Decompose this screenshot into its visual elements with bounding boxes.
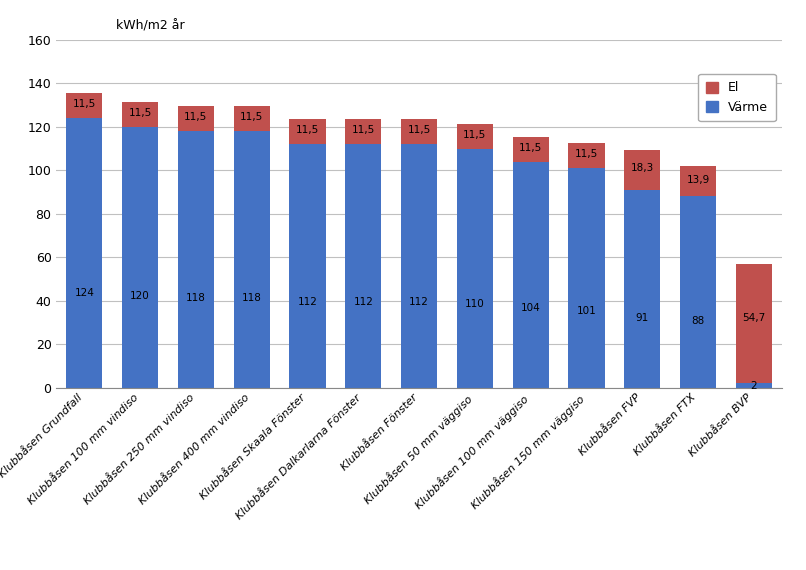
Text: 18,3: 18,3	[631, 163, 654, 173]
Bar	[122, 102, 158, 127]
Text: 11,5: 11,5	[240, 112, 264, 123]
Text: 124: 124	[74, 288, 94, 298]
Text: 118: 118	[242, 293, 262, 303]
Bar	[568, 143, 604, 168]
Bar	[680, 196, 717, 388]
Bar	[234, 106, 270, 131]
Bar	[66, 93, 102, 118]
Bar	[289, 119, 326, 144]
Text: 11,5: 11,5	[519, 143, 542, 153]
Text: 112: 112	[297, 298, 318, 307]
Text: 112: 112	[353, 298, 373, 307]
Text: 2: 2	[750, 381, 757, 391]
Bar	[568, 168, 604, 388]
Bar	[513, 162, 549, 388]
Text: 13,9: 13,9	[687, 175, 710, 185]
Bar	[345, 144, 381, 388]
Text: 11,5: 11,5	[575, 149, 598, 160]
Bar	[736, 264, 772, 383]
Bar	[401, 144, 438, 388]
Text: kWh/m2 år: kWh/m2 år	[116, 20, 185, 33]
Text: 54,7: 54,7	[742, 313, 766, 323]
Bar	[457, 149, 493, 388]
Legend: El, Värme: El, Värme	[698, 74, 775, 121]
Bar	[624, 190, 660, 388]
Text: 11,5: 11,5	[296, 125, 319, 136]
Text: 11,5: 11,5	[73, 99, 96, 109]
Bar	[624, 150, 660, 190]
Text: 11,5: 11,5	[185, 112, 208, 123]
Text: 11,5: 11,5	[128, 108, 152, 118]
Bar	[736, 383, 772, 388]
Text: 110: 110	[465, 299, 484, 309]
Bar	[680, 166, 717, 196]
Text: 88: 88	[692, 316, 704, 325]
Text: 112: 112	[409, 298, 429, 307]
Text: 120: 120	[131, 291, 150, 302]
Bar	[457, 124, 493, 149]
Bar	[178, 131, 214, 388]
Bar	[289, 144, 326, 388]
Bar	[234, 131, 270, 388]
Text: 104: 104	[521, 303, 541, 314]
Text: 101: 101	[576, 306, 596, 316]
Text: 11,5: 11,5	[408, 125, 430, 136]
Bar	[345, 119, 381, 144]
Text: 11,5: 11,5	[463, 130, 487, 140]
Text: 91: 91	[636, 314, 649, 323]
Bar	[122, 127, 158, 388]
Text: 11,5: 11,5	[351, 125, 375, 136]
Bar	[66, 118, 102, 388]
Bar	[513, 137, 549, 162]
Bar	[401, 119, 438, 144]
Bar	[178, 106, 214, 131]
Text: 118: 118	[186, 293, 206, 303]
